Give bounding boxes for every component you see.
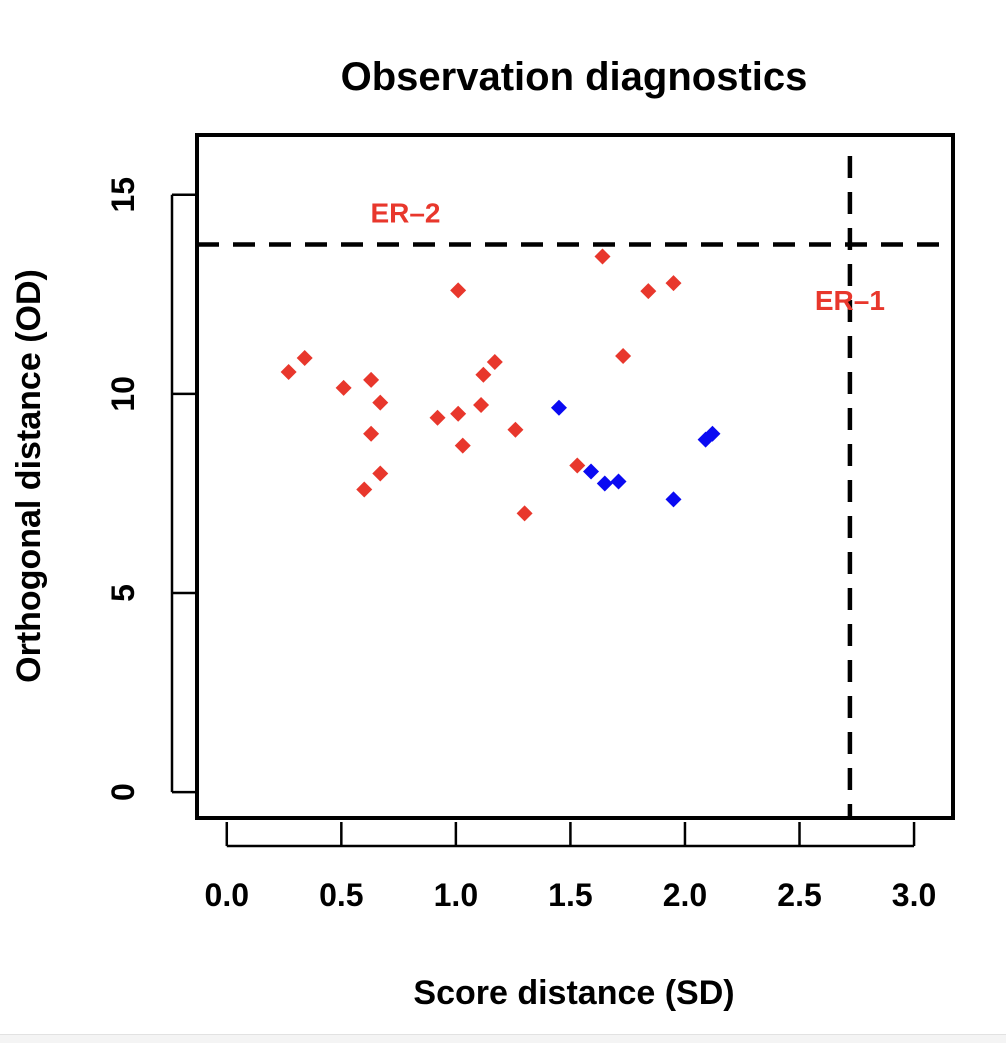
cutoff-lines xyxy=(197,156,953,818)
data-point xyxy=(372,394,389,411)
x-tick-label: 3.0 xyxy=(892,877,936,913)
y-tick-label: 15 xyxy=(105,177,141,213)
cutoff-label: ER–1 xyxy=(815,285,885,316)
data-point xyxy=(594,248,611,265)
data-point xyxy=(640,283,657,300)
plot-area: 0.0 0.5 1.0 1.5 2.0 2.5 3.0 0 5 10 15 xyxy=(105,133,955,913)
data-point xyxy=(516,505,533,522)
data-point xyxy=(596,475,613,492)
data-point xyxy=(550,399,567,416)
data-point xyxy=(704,425,721,442)
data-point xyxy=(363,425,380,442)
x-tick-label: 0.5 xyxy=(319,877,363,913)
data-point xyxy=(615,348,632,365)
data-point xyxy=(610,473,627,490)
x-tick-label: 1.5 xyxy=(548,877,592,913)
data-point xyxy=(569,457,586,474)
data-point xyxy=(583,463,600,480)
chart-title: Observation diagnostics xyxy=(341,55,808,99)
data-point xyxy=(335,379,352,396)
data-point xyxy=(363,371,380,388)
y-tick-label: 0 xyxy=(105,783,141,801)
x-tick-label: 2.0 xyxy=(663,877,707,913)
data-point xyxy=(429,409,446,426)
x-tick-label: 2.5 xyxy=(777,877,821,913)
data-point xyxy=(473,397,490,414)
bottom-edge-bar xyxy=(0,1034,1006,1043)
data-point xyxy=(486,354,503,371)
data-point xyxy=(665,491,682,508)
data-point xyxy=(450,405,467,422)
x-axis-label: Score distance (SD) xyxy=(413,974,734,1012)
data-point xyxy=(475,366,492,383)
x-tick-label: 1.0 xyxy=(434,877,478,913)
data-point xyxy=(372,465,389,482)
y-axis-label: Orthogonal distance (OD) xyxy=(10,269,48,683)
chart-text: Observation diagnostics Score distance (… xyxy=(10,55,885,1012)
y-tick-label: 10 xyxy=(105,376,141,412)
data-point xyxy=(507,421,524,438)
data-point xyxy=(454,437,471,454)
cutoff-label: ER–2 xyxy=(370,198,440,229)
data-point xyxy=(356,481,373,498)
x-tick-label: 0.0 xyxy=(205,877,249,913)
data-points xyxy=(280,248,721,522)
data-point xyxy=(296,350,313,367)
data-point xyxy=(450,282,467,299)
data-point xyxy=(665,275,682,292)
plot-frame xyxy=(195,133,955,820)
y-tick-label: 5 xyxy=(105,584,141,602)
data-point xyxy=(280,363,297,380)
